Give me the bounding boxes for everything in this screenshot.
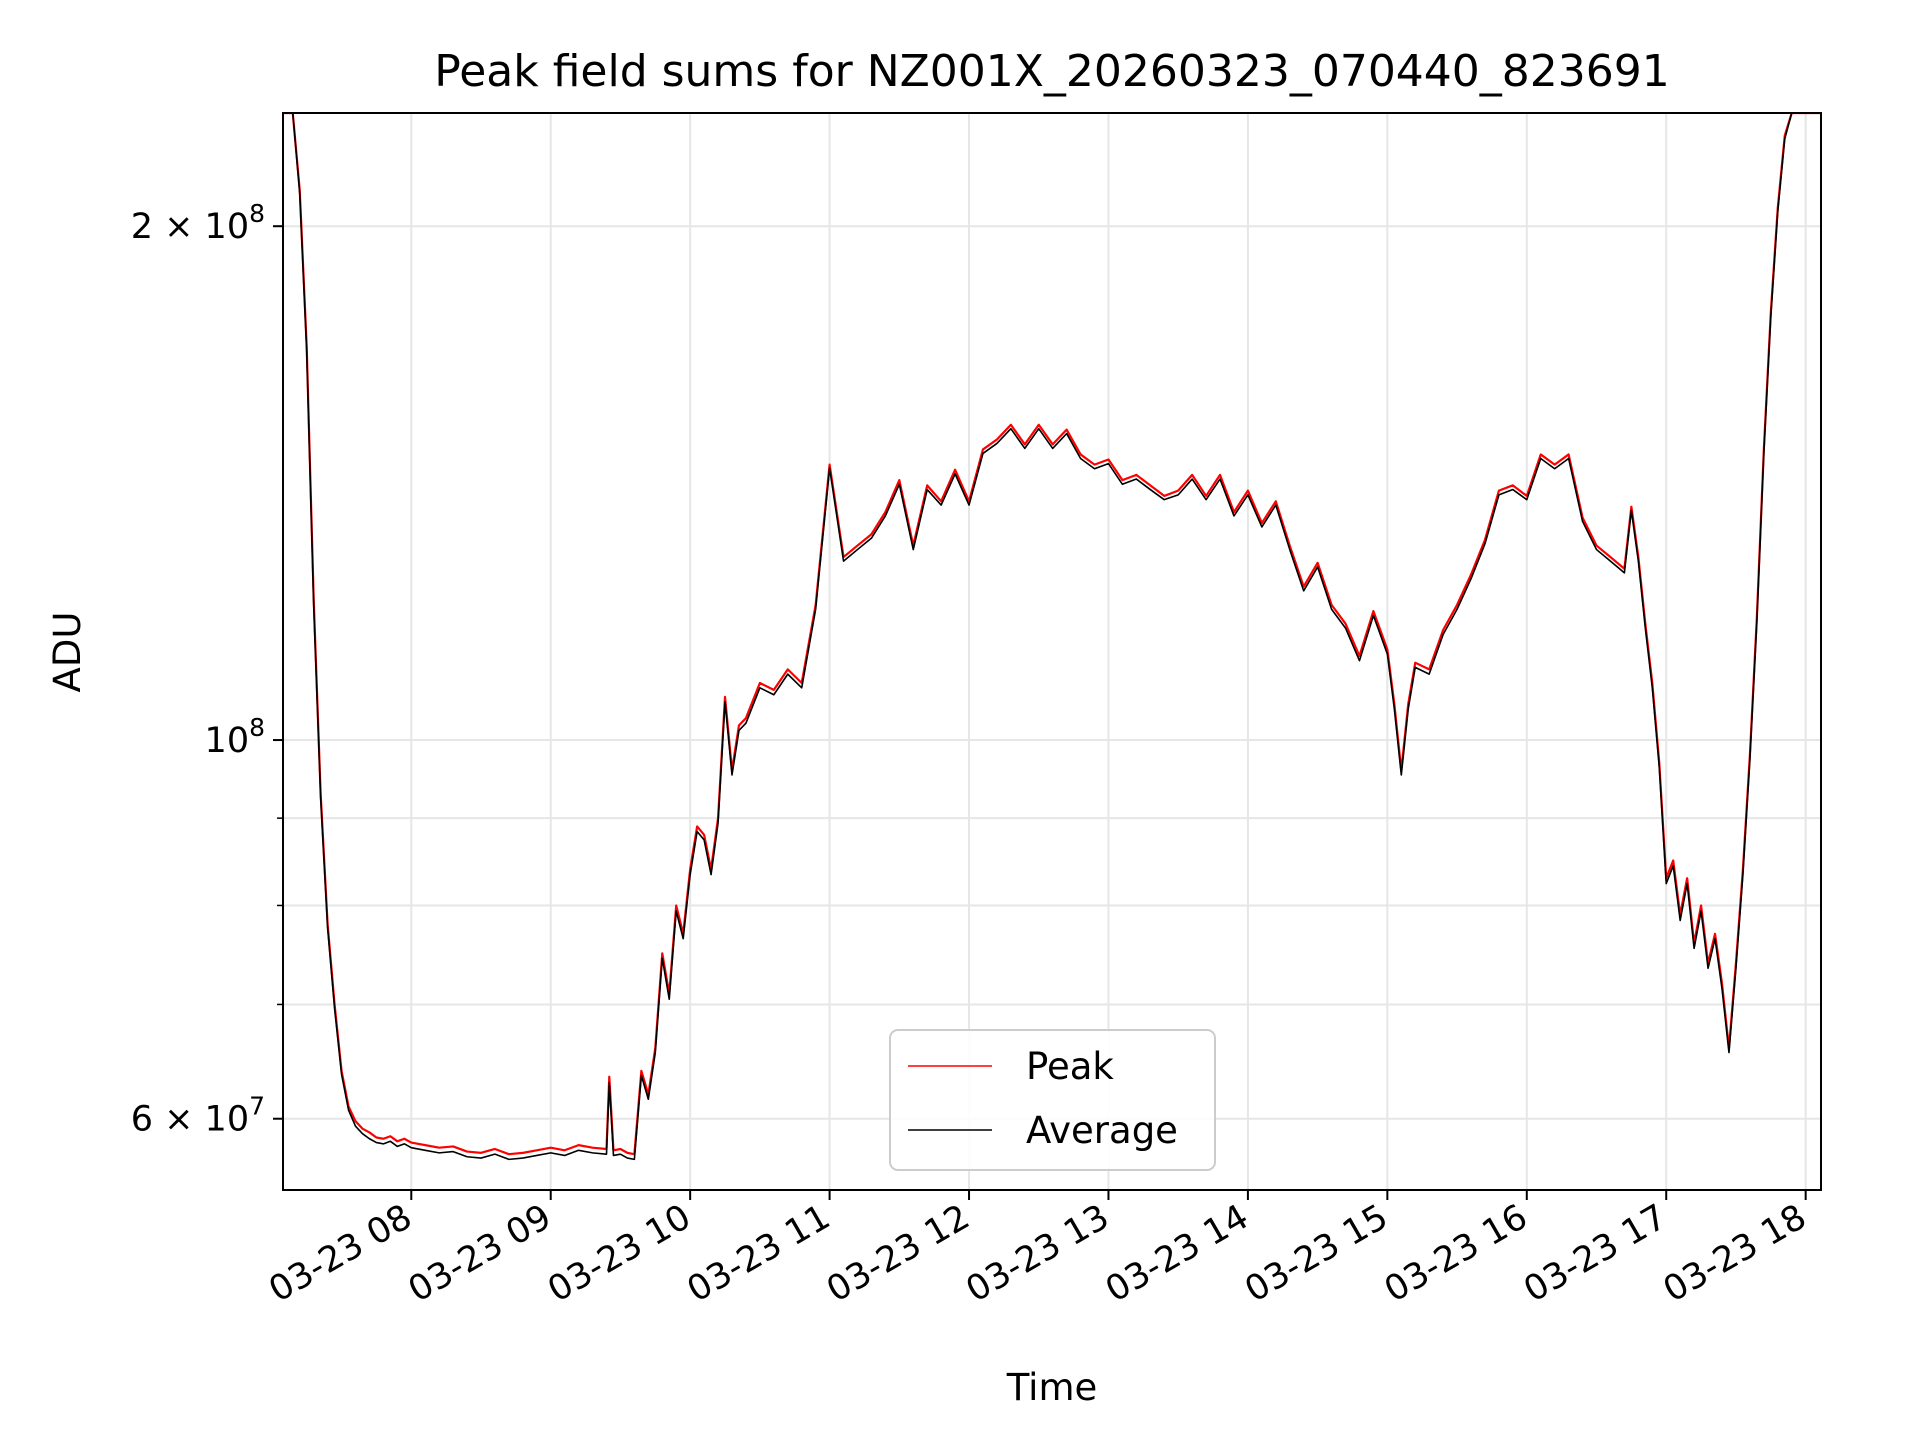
y-axis-label: ADU [46,612,89,693]
series-line-average [283,113,1821,1161]
legend-box [889,1029,1216,1171]
legend-average-label: Average [1026,1109,1178,1152]
y-tick-label: 108 [205,713,265,761]
series-layer [283,113,1821,1161]
legend-peak-label: Peak [1026,1045,1114,1088]
legend: Peak Average [889,1029,1216,1171]
axes-frame [282,112,1822,1191]
x-axis-label: Time [1006,1366,1098,1409]
y-axis: 6 × 107 108 2 × 108 [131,199,283,1140]
chart-title: Peak field sums for NZ001X_20260323_0704… [434,46,1670,97]
plot-area [283,113,1821,1161]
y-tick-label: 2 × 108 [131,199,265,247]
y-tick-label: 6 × 107 [131,1092,265,1140]
